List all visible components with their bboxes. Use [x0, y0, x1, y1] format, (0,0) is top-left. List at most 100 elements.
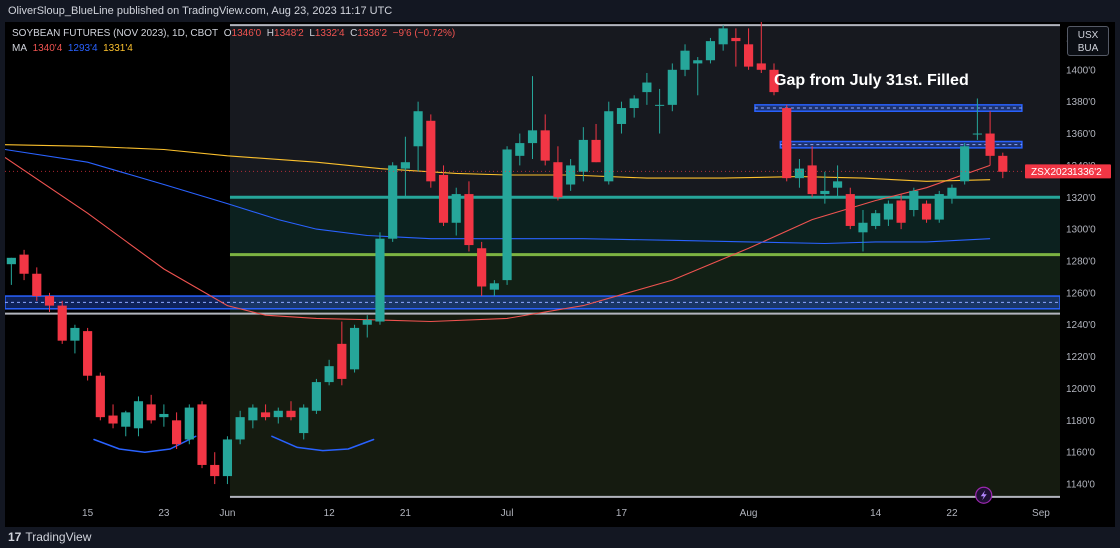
legend-l-label: L — [309, 28, 315, 39]
y-axis: 1140'0 1160'0 1180'0 1200'0 1220'0 1240'0 1260… — [1025, 22, 1115, 527]
y-tick-label: 1380'0 — [1066, 97, 1096, 108]
candles — [6, 22, 1008, 485]
candle-body-19 — [248, 407, 258, 421]
candle-body-70 — [896, 200, 906, 223]
legend-c-value: 1336'2 — [357, 28, 388, 39]
attribution-text: OliverSloup_BlueLine published on Tradin… — [8, 5, 393, 17]
candlestick-chart[interactable]: 1140'0 1160'0 1180'0 1200'0 1220'0 1240'0 1260… — [5, 22, 1115, 527]
candle-body-50 — [642, 82, 652, 93]
candle-body-44 — [566, 165, 576, 185]
candle-body-22 — [286, 410, 296, 418]
candle-body-40 — [515, 143, 525, 156]
legend-change: −9'6 (−0.72%) — [392, 28, 456, 39]
candle-body-29 — [375, 238, 385, 322]
tradingview-logo-icon: 17 — [8, 530, 22, 544]
candle-body-63 — [807, 165, 817, 195]
top-bar: OliverSloup_BlueLine published on Tradin… — [0, 0, 1120, 22]
candle-body-2 — [32, 273, 42, 297]
candle-body-69 — [883, 203, 893, 220]
x-tick-label: Jul — [501, 508, 514, 519]
candle-body-1 — [19, 254, 29, 274]
x-tick-label: 12 — [324, 508, 336, 519]
candle-body-73 — [934, 194, 944, 220]
y-tick-label: 1160'0 — [1066, 448, 1095, 459]
candle-body-9 — [121, 412, 131, 427]
candle-body-57 — [731, 37, 741, 42]
candle-body-66 — [845, 194, 855, 226]
tradingview-logo[interactable]: 17 TradingView — [8, 530, 91, 544]
currency-line2: BUA — [1077, 43, 1099, 54]
candle-body-32 — [413, 111, 423, 147]
candle-body-46 — [591, 139, 601, 163]
candle-body-75 — [960, 146, 970, 182]
legend-ma1: 1340'4 — [32, 43, 63, 54]
candle-body-56 — [718, 28, 728, 45]
candle-body-5 — [70, 327, 80, 341]
currency-line1: USX — [1077, 30, 1099, 41]
legend-h-value: 1348'2 — [274, 28, 304, 39]
candle-body-51 — [655, 104, 665, 106]
x-tick-label: Jun — [219, 508, 235, 519]
candle-body-7 — [95, 375, 105, 418]
candle-body-64 — [820, 190, 830, 195]
currency-unit-button[interactable]: USX BUA — [1067, 26, 1109, 56]
candle-body-72 — [921, 203, 932, 220]
candle-body-47 — [604, 111, 614, 182]
candle-body-34 — [438, 174, 449, 223]
candle-body-62 — [794, 168, 805, 179]
candle-body-12 — [159, 413, 169, 418]
y-tick-label: 1260'0 — [1066, 288, 1096, 299]
y-tick-label: 1320'0 — [1066, 193, 1096, 204]
candle-body-26 — [337, 343, 347, 379]
x-axis-bg — [5, 500, 1115, 527]
legend-symbol: SOYBEAN FUTURES (NOV 2023), 1D, CBOT — [12, 28, 219, 39]
candle-body-30 — [388, 165, 398, 239]
x-tick-label: 15 — [82, 508, 94, 519]
candle-body-25 — [324, 366, 334, 383]
candle-body-15 — [197, 404, 207, 465]
candle-body-28 — [362, 319, 372, 325]
zone-rect-2 — [229, 254, 1060, 314]
candle-body-35 — [451, 194, 461, 223]
annotations: Gap from July 31st. Filled — [774, 72, 993, 504]
candle-body-10 — [133, 401, 144, 429]
chart-bands — [5, 104, 1061, 310]
y-tick-label: 1140'0 — [1066, 480, 1095, 491]
zone-rect-3 — [229, 313, 1060, 497]
candle-body-76 — [972, 133, 982, 135]
y-axis-bg — [1060, 22, 1115, 527]
candle-body-59 — [756, 63, 766, 70]
tradingview-wordmark: TradingView — [25, 530, 92, 544]
price-tag-value: 1336'2 — [1072, 167, 1102, 178]
chart-frame: 1140'0 1160'0 1180'0 1200'0 1220'0 1240'0 1260… — [5, 22, 1115, 527]
candle-body-4 — [57, 305, 67, 341]
event-flash-icon-glyph — [980, 490, 987, 501]
candle-body-17 — [222, 439, 233, 477]
chart-zones — [229, 25, 1060, 497]
candle-body-65 — [832, 181, 843, 188]
candle-body-78 — [998, 155, 1008, 172]
legend-h-label: H — [266, 28, 275, 39]
candle-body-3 — [44, 296, 55, 306]
y-tick-label: 1200'0 — [1066, 384, 1096, 395]
x-tick-label: 14 — [870, 508, 882, 519]
candle-body-18 — [235, 417, 245, 440]
y-tick-label: 1180'0 — [1066, 416, 1095, 427]
legend-ma2: 1293'4 — [67, 43, 98, 54]
candle-body-20 — [260, 412, 271, 418]
candle-body-55 — [705, 41, 716, 61]
legend-ma-label: MA — [12, 43, 27, 54]
candle-body-77 — [985, 133, 995, 156]
candle-body-49 — [629, 98, 639, 109]
candle-body-43 — [553, 162, 563, 198]
candle-body-41 — [527, 130, 538, 144]
candle-body-37 — [477, 248, 487, 287]
price-tag-symbol: ZSX2023 — [1031, 167, 1073, 178]
legend-o-value: 1346'0 — [231, 28, 262, 39]
drawn-arc-1 — [271, 435, 375, 452]
candle-body-23 — [299, 407, 309, 434]
candle-body-58 — [744, 44, 754, 67]
candle-body-6 — [83, 331, 93, 376]
legend-ma3: 1331'4 — [103, 43, 133, 54]
x-tick-label: Sep — [1032, 508, 1050, 519]
